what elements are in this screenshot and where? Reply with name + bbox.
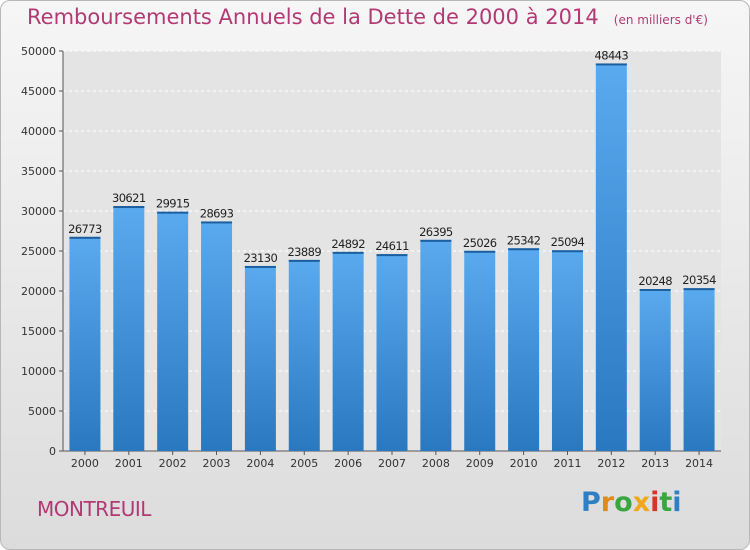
chart-title-text: Remboursements Annuels de la Dette de 20…	[27, 5, 599, 29]
y-tick-label: 50000	[21, 45, 56, 58]
bar	[464, 250, 496, 451]
bar-value-label: 26773	[68, 222, 102, 236]
bar	[113, 206, 145, 451]
logo-letter: i	[672, 487, 682, 518]
bar	[420, 239, 452, 451]
x-tick-label: 2004	[246, 457, 274, 470]
x-tick-label: 2011	[553, 457, 581, 470]
y-tick-label: 30000	[21, 205, 56, 218]
logo-letter: P	[581, 487, 601, 518]
bar-value-label: 23889	[287, 245, 321, 259]
bar-top-edge	[332, 251, 364, 254]
bar	[201, 221, 233, 451]
x-tick-label: 2009	[466, 457, 494, 470]
bar-value-label: 20248	[638, 274, 672, 288]
bar-value-label: 26395	[419, 225, 453, 239]
y-tick-label: 40000	[21, 125, 56, 138]
bar-value-label: 28693	[200, 206, 234, 220]
y-tick-label: 45000	[21, 85, 56, 98]
x-tick-label: 2001	[115, 457, 143, 470]
bar-value-label: 24611	[375, 239, 409, 253]
x-tick-label: 2014	[685, 457, 713, 470]
chart-unit-note: (en milliers d'€)	[613, 13, 708, 27]
y-tick-label: 35000	[21, 165, 56, 178]
bar-top-edge	[508, 248, 540, 251]
logo-letter: x	[632, 487, 651, 518]
y-tick-label: 5000	[28, 405, 56, 418]
x-tick-label: 2008	[422, 457, 450, 470]
bar-top-edge	[113, 206, 145, 209]
bar-value-label: 25026	[463, 236, 497, 250]
bar-top-edge	[201, 221, 233, 224]
x-tick-label: 2002	[159, 457, 187, 470]
bar	[157, 211, 189, 451]
x-tick-label: 2003	[203, 457, 231, 470]
y-tick-label: 10000	[21, 365, 56, 378]
chart-title: Remboursements Annuels de la Dette de 20…	[27, 5, 708, 29]
bar-top-edge	[551, 250, 583, 253]
bar-top-edge	[420, 239, 452, 242]
bar-top-edge	[288, 259, 320, 262]
bar-value-label: 25342	[507, 233, 541, 247]
proxiti-logo: Proxiti	[581, 487, 682, 518]
bar-top-edge	[464, 250, 496, 253]
bar-value-label: 23130	[244, 251, 278, 265]
bar	[551, 250, 583, 451]
logo-letter: t	[659, 487, 673, 518]
x-tick-label: 2010	[510, 457, 538, 470]
bar-top-edge	[376, 254, 408, 257]
bar-top-edge	[595, 63, 627, 66]
logo-letter: i	[650, 487, 660, 518]
bar-top-edge	[157, 211, 189, 214]
x-tick-label: 2012	[597, 457, 625, 470]
bar-top-edge	[639, 289, 671, 292]
bar	[508, 248, 540, 451]
bar	[595, 63, 627, 452]
y-tick-label: 20000	[21, 285, 56, 298]
bar	[332, 251, 364, 451]
x-tick-label: 2000	[71, 457, 99, 470]
x-tick-label: 2013	[641, 457, 669, 470]
commune-name: MONTREUIL	[37, 497, 151, 521]
x-tick-label: 2007	[378, 457, 406, 470]
bar-value-label: 20354	[682, 273, 716, 287]
bar-value-label: 24892	[331, 237, 365, 251]
bar	[288, 259, 320, 451]
bar-value-label: 29915	[156, 197, 190, 211]
y-tick-label: 0	[49, 445, 56, 458]
bar	[639, 289, 671, 451]
x-tick-label: 2006	[334, 457, 362, 470]
y-tick-label: 25000	[21, 245, 56, 258]
bar-top-edge	[69, 236, 101, 239]
logo-letter: o	[614, 487, 633, 518]
x-tick-label: 2005	[290, 457, 318, 470]
logo-letter: r	[600, 487, 615, 518]
bar-top-edge	[683, 288, 715, 291]
bar	[376, 254, 408, 451]
bar-top-edge	[244, 265, 276, 268]
y-tick-label: 15000	[21, 325, 56, 338]
bar	[69, 236, 101, 451]
bar	[683, 288, 715, 451]
bar-value-label: 25094	[551, 235, 585, 249]
bar-value-label: 48443	[595, 48, 629, 62]
bar-value-label: 30621	[112, 191, 146, 205]
bar	[244, 265, 276, 451]
